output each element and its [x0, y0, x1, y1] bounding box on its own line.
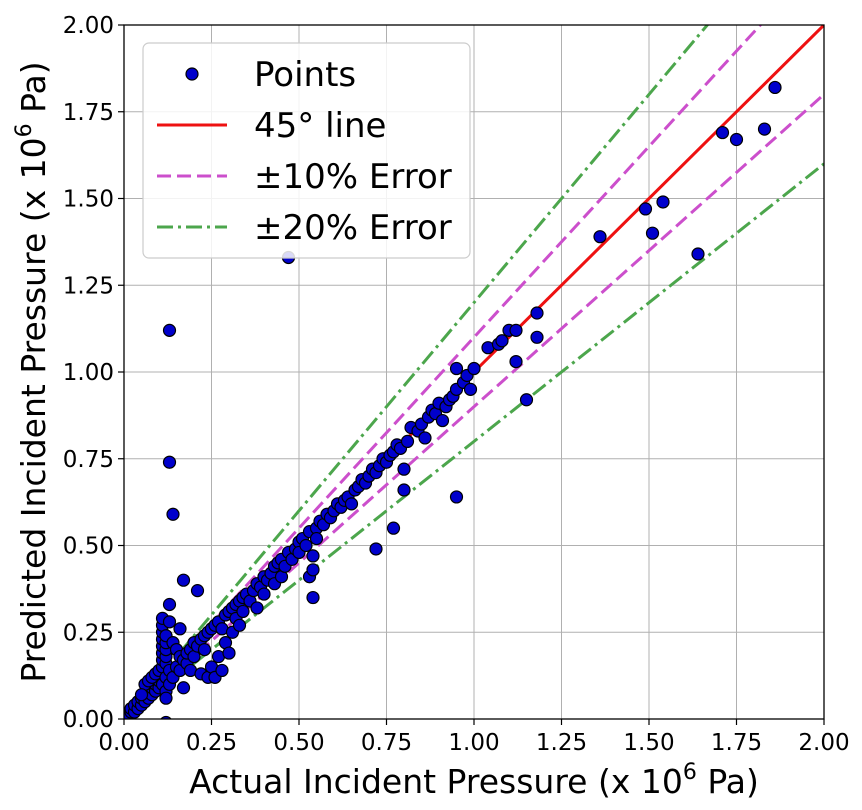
data-point — [495, 334, 509, 348]
data-point — [344, 497, 359, 511]
data-point — [173, 622, 187, 636]
y-axis-label: Predicted Incident Pressure (x 106 Pa) — [12, 61, 53, 682]
data-point — [768, 80, 782, 95]
data-point — [369, 542, 383, 556]
data-point — [509, 323, 523, 337]
x-tick-label: 0.25 — [186, 730, 237, 756]
x-axis-label: Actual Incident Pressure (x 106 Pa) — [189, 760, 759, 801]
data-point — [250, 601, 264, 615]
data-point — [467, 361, 481, 376]
x-axis-label-exponent: 6 — [683, 760, 697, 785]
y-axis-label-exponent: 6 — [12, 123, 37, 137]
data-point — [386, 521, 401, 535]
data-point — [593, 230, 607, 244]
legend-label: ±10% Error — [254, 157, 452, 197]
data-point — [306, 590, 320, 605]
y-tick-label: 1.00 — [63, 360, 114, 386]
y-tick-label: 0.00 — [63, 707, 114, 733]
y-tick-label: 1.25 — [63, 273, 114, 299]
data-point — [757, 122, 772, 136]
data-point — [236, 604, 250, 619]
y-tick-label: 2.00 — [63, 13, 114, 39]
x-axis-label-text: Actual Incident Pressure (x 10 — [189, 762, 683, 801]
data-point — [530, 306, 544, 320]
y-axis-label-unit: Pa) — [14, 61, 53, 123]
y-axis-ticks: 0.00 0.25 0.50 0.75 1.00 1.25 1.50 1.75 2.00 — [63, 13, 124, 733]
data-point — [299, 538, 313, 553]
x-tick-label: 1.25 — [536, 730, 587, 756]
x-tick-label: 0.00 — [98, 730, 149, 756]
data-point — [397, 483, 411, 497]
data-point — [645, 226, 660, 240]
data-point — [176, 681, 191, 695]
data-point — [449, 361, 464, 376]
y-tick-label: 0.25 — [63, 620, 114, 646]
data-point — [306, 549, 320, 563]
data-point — [162, 597, 177, 612]
data-point — [159, 691, 173, 705]
data-points — [124, 80, 782, 719]
data-point — [400, 434, 415, 448]
data-point — [638, 202, 653, 216]
data-point — [309, 531, 324, 546]
data-point — [162, 615, 177, 629]
y-tick-label: 1.75 — [63, 100, 114, 126]
data-point — [134, 688, 149, 702]
data-point — [397, 462, 411, 476]
data-point — [656, 195, 670, 209]
data-point — [530, 330, 544, 344]
y-tick-label: 1.50 — [63, 187, 114, 213]
legend-label: Points — [254, 55, 356, 95]
x-tick-label: 1.00 — [448, 730, 499, 756]
reference-line — [124, 25, 710, 719]
data-point — [306, 563, 320, 577]
legend-label: 45° line — [254, 106, 386, 146]
data-point — [162, 323, 177, 337]
y-tick-label: 0.50 — [63, 534, 114, 560]
data-point — [176, 573, 191, 587]
reference-line — [124, 93, 824, 719]
data-point — [190, 584, 205, 598]
data-point — [463, 382, 478, 396]
y-axis-label-text: Predicted Incident Pressure (x 10 — [14, 137, 53, 682]
legend-box — [142, 42, 471, 259]
data-point — [197, 642, 212, 657]
data-point — [715, 125, 730, 140]
data-point — [222, 646, 236, 660]
legend: Points 45° line ±10% Error ±20% Error — [142, 42, 471, 259]
data-point — [435, 413, 450, 428]
data-point — [509, 354, 523, 369]
data-point — [691, 247, 705, 261]
plot-area — [124, 25, 824, 719]
x-axis-ticks: 0.00 0.25 0.50 0.75 1.00 1.25 1.50 1.75 2.00 — [98, 719, 850, 756]
x-tick-label: 2.00 — [798, 730, 849, 756]
x-tick-label: 0.50 — [273, 730, 324, 756]
data-point — [166, 507, 180, 521]
y-tick-label: 0.75 — [63, 447, 114, 473]
legend-label: ±20% Error — [254, 208, 452, 248]
data-point — [257, 587, 271, 601]
x-axis-label-unit: Pa) — [697, 762, 759, 801]
legend-marker-points — [185, 67, 199, 81]
data-point — [232, 618, 247, 632]
data-point — [519, 393, 534, 407]
data-point — [449, 490, 464, 504]
x-tick-label: 0.75 — [361, 730, 412, 756]
data-point — [162, 455, 177, 469]
data-point — [729, 132, 744, 147]
x-tick-label: 1.75 — [711, 730, 762, 756]
x-tick-label: 1.50 — [623, 730, 674, 756]
data-point — [215, 663, 229, 678]
data-point — [418, 431, 432, 445]
